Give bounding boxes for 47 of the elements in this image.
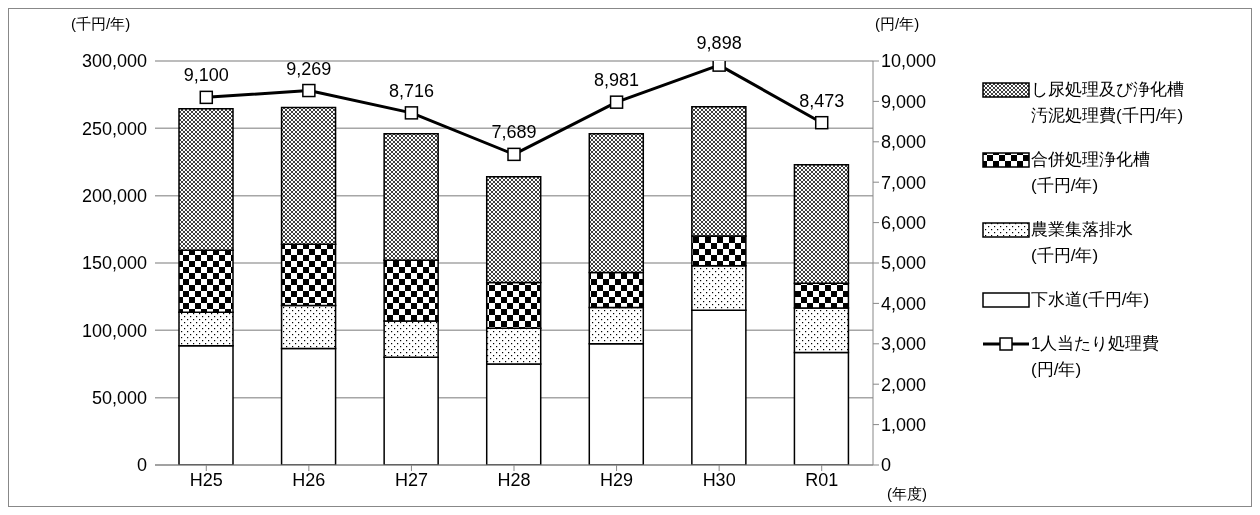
y-tick-label: 100,000 bbox=[81, 320, 147, 341]
y2-tick-label: 9,000 bbox=[881, 91, 927, 112]
y-tick-label: 0 bbox=[136, 455, 147, 476]
legend-label: 農業集落排水(千円/年) bbox=[1031, 219, 1134, 267]
y-tick-label: 50,000 bbox=[91, 388, 147, 409]
legend-label: 下水道(千円/年) bbox=[1031, 289, 1151, 311]
point bbox=[199, 90, 214, 105]
legend-label: 合併処理浄化槽(千円/年) bbox=[1031, 149, 1151, 197]
data-label: 8,716 bbox=[388, 80, 434, 101]
x-tick-label: H28 bbox=[497, 469, 531, 490]
y-tick-label: 300,000 bbox=[81, 51, 147, 72]
legend-label: 1人当たり処理費(円/年) bbox=[1031, 333, 1161, 381]
point bbox=[404, 106, 419, 120]
y-tick-label: 200,000 bbox=[81, 186, 147, 207]
point bbox=[814, 115, 829, 130]
y-tick-label: 250,000 bbox=[81, 118, 147, 139]
point bbox=[302, 83, 316, 98]
data-label: 7,689 bbox=[491, 122, 537, 143]
x-tick-label: H25 bbox=[189, 469, 223, 490]
y2-tick-label: 5,000 bbox=[881, 253, 927, 274]
point bbox=[712, 61, 726, 72]
y2-tick-label: 4,000 bbox=[881, 293, 927, 314]
data-label: 9,898 bbox=[696, 33, 742, 54]
y2-axis-title: (円/年) bbox=[875, 15, 920, 34]
y-tick-label: 150,000 bbox=[81, 253, 147, 274]
y2-tick-label: 10,000 bbox=[881, 51, 937, 72]
y2-tick-label: 7,000 bbox=[881, 172, 927, 193]
point bbox=[507, 147, 521, 162]
x-tick-label: R01 bbox=[805, 469, 839, 490]
y2-tick-label: 6,000 bbox=[881, 212, 927, 233]
legend-label: し尿処理及び浄化槽汚泥処理費(千円/年) bbox=[1031, 79, 1185, 127]
data-label: 8,981 bbox=[594, 70, 640, 91]
y2-tick-label: 2,000 bbox=[881, 374, 927, 395]
y2-tick-label: 0 bbox=[881, 455, 892, 476]
x-tick-label: H26 bbox=[292, 469, 326, 490]
y2-tick-label: 1,000 bbox=[881, 414, 927, 435]
x-tick-label: H27 bbox=[394, 469, 428, 490]
x-tick-label: H30 bbox=[702, 469, 736, 490]
point bbox=[609, 95, 624, 109]
x-tick-label: H29 bbox=[600, 469, 634, 490]
x-axis-title: (年度) bbox=[887, 485, 927, 504]
y-axis-title: (千円/年) bbox=[71, 15, 131, 34]
y2-tick-label: 8,000 bbox=[881, 132, 927, 153]
data-label: 9,269 bbox=[286, 58, 332, 79]
data-label: 9,100 bbox=[183, 65, 229, 86]
y2-tick-label: 3,000 bbox=[881, 334, 927, 355]
data-label: 8,473 bbox=[799, 90, 845, 111]
